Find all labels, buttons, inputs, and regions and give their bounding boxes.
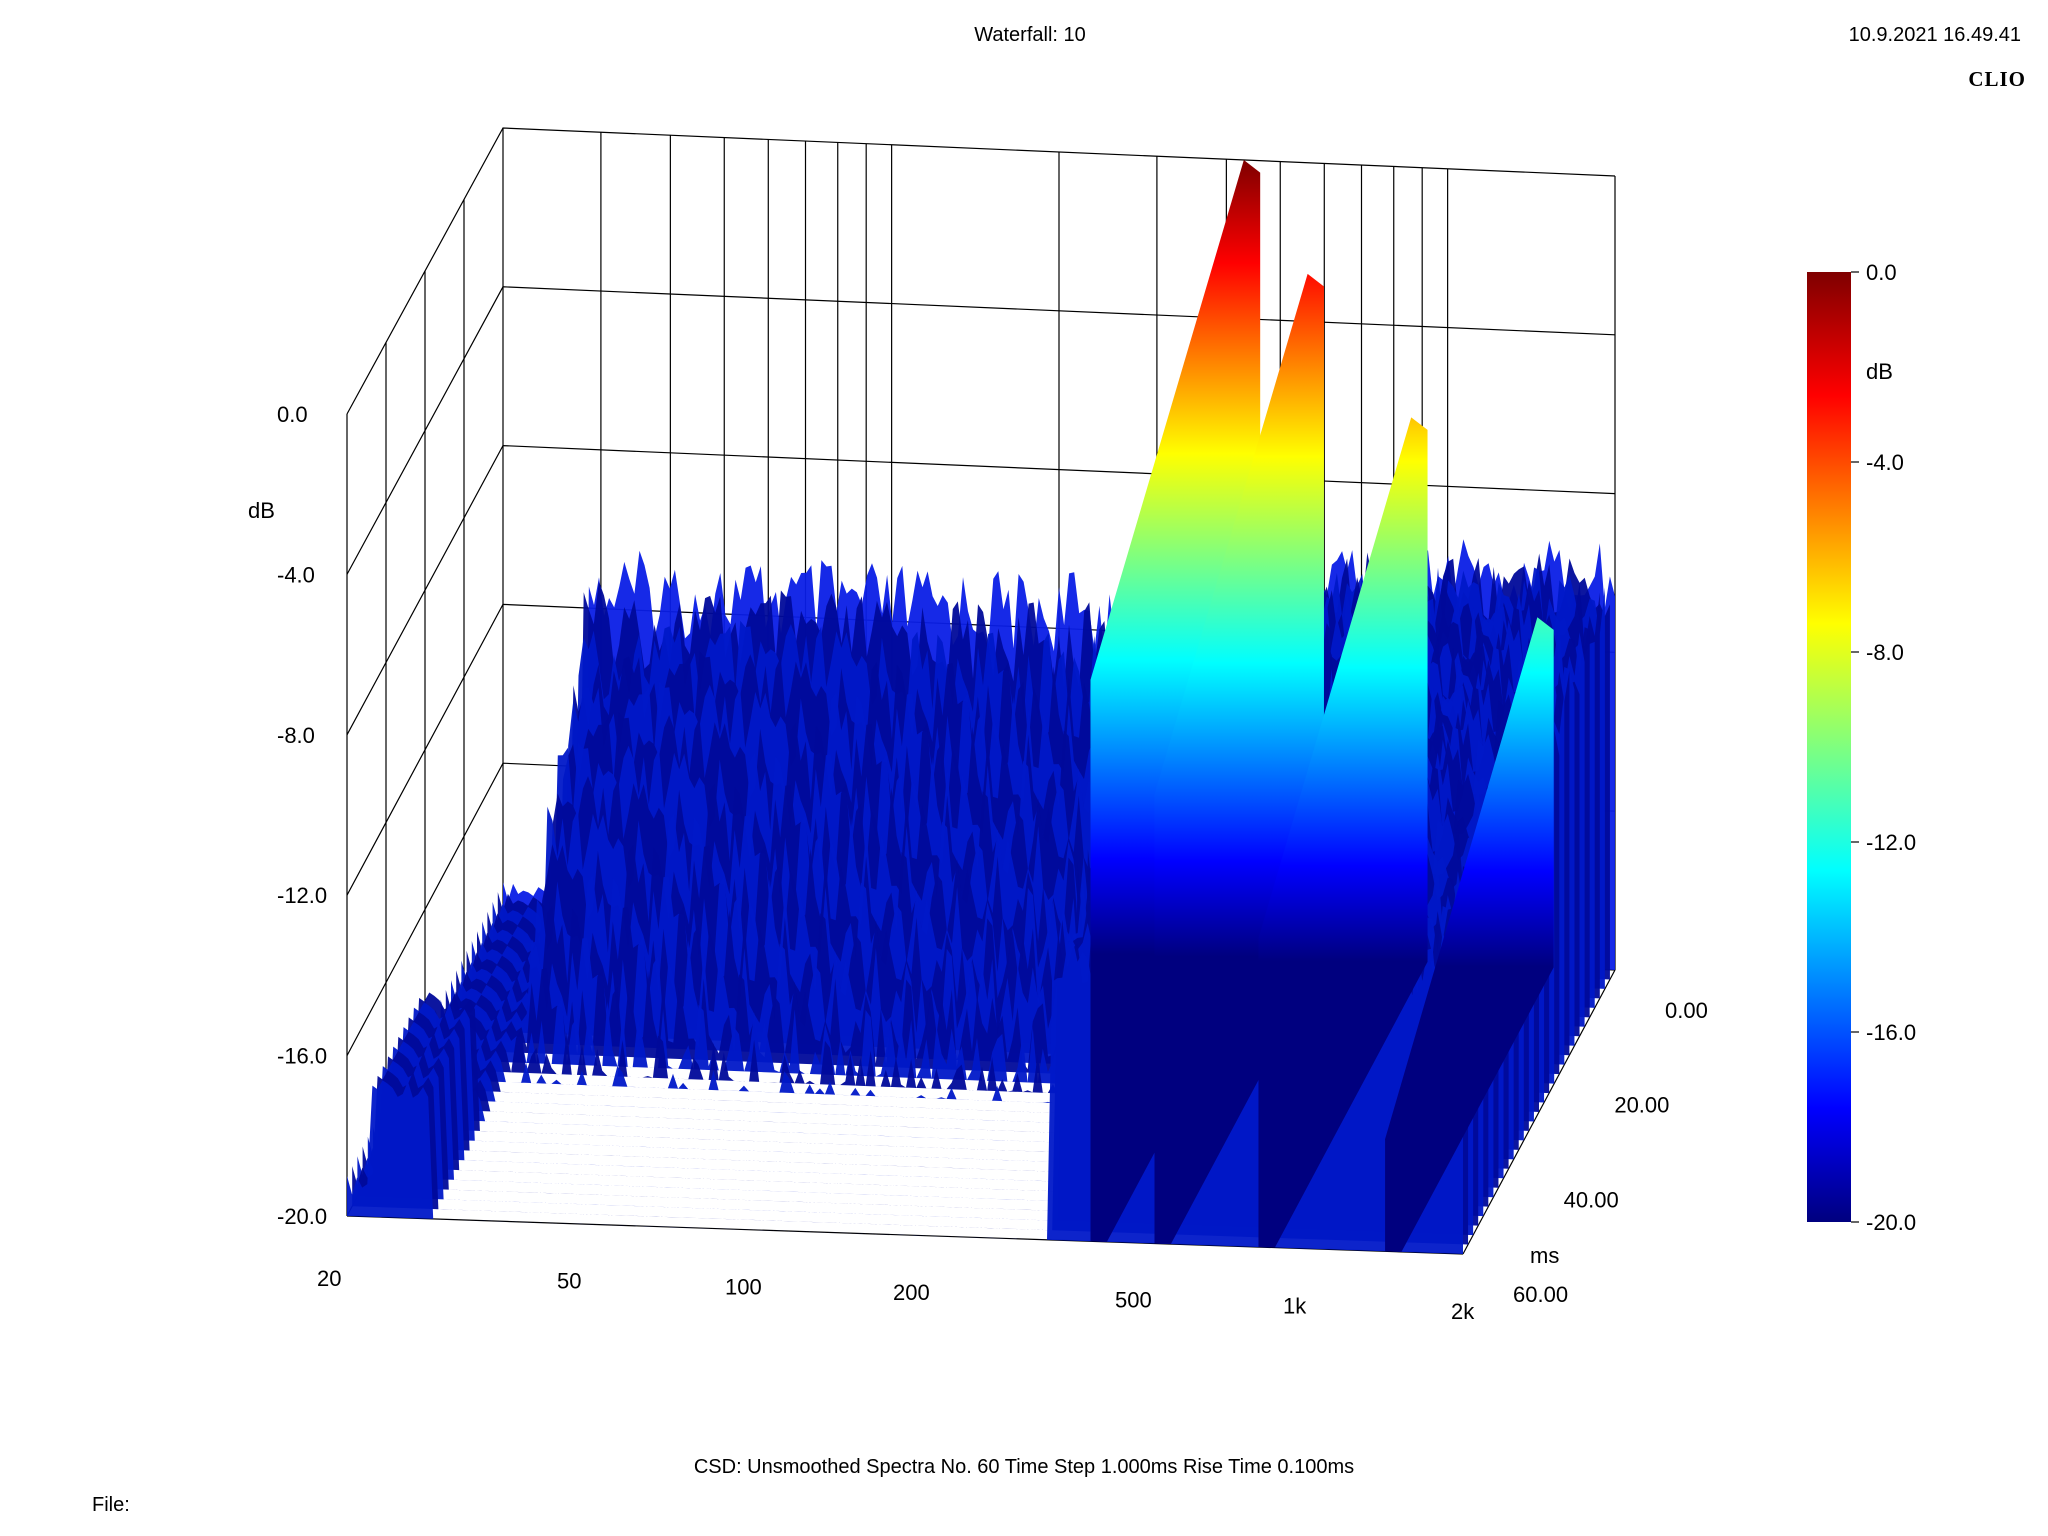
resonance-ridges (1090, 159, 1554, 1252)
y-tick-label: -20.0 (277, 1204, 327, 1229)
brand-logo: CLIO (1968, 67, 2026, 91)
y-tick-label: -16.0 (277, 1044, 327, 1069)
y-tick-label: -8.0 (277, 723, 315, 748)
x-tick-label: 200 (893, 1280, 930, 1305)
y-tick-label: -4.0 (277, 562, 315, 587)
axis-labels: 0.0 -4.0 -8.0 -12.0 -16.0 -20.0 dB 20 50 100 200 50… (248, 402, 1708, 1324)
z-tick-label: 40.00 (1564, 1187, 1619, 1212)
colorbar-tick-label: 0.0 (1866, 260, 1897, 285)
y-tick-label: 0.0 (277, 402, 308, 427)
resonance-ridge (1258, 417, 1428, 1248)
colorbar-tick-label: -12.0 (1866, 830, 1916, 855)
x-tick-label: 50 (557, 1269, 581, 1294)
status-line: CSD: Unsmoothed Spectra No. 60 Time Step… (693, 1456, 1355, 1478)
colorbar-gradient (1807, 272, 1851, 1222)
y-axis-label: dB (248, 498, 275, 523)
z-tick-label: 60.00 (1513, 1282, 1568, 1307)
resonance-ridge (1385, 617, 1554, 1252)
z-tick-label: 20.00 (1614, 1093, 1669, 1118)
file-label: File: (92, 1494, 130, 1516)
colorbar-tick-label: -16.0 (1866, 1020, 1916, 1045)
chart-title: Waterfall: 10 (974, 24, 1086, 46)
x-tick-label: 100 (725, 1274, 762, 1299)
z-tick-label: 0.00 (1665, 998, 1708, 1023)
x-tick-label: 20 (317, 1266, 341, 1291)
x-tick-label: 1k (1283, 1293, 1307, 1318)
colorbar-tick-label: -4.0 (1866, 450, 1904, 475)
colorbar-tick-label: -20.0 (1866, 1210, 1916, 1235)
x-tick-label: 2k (1451, 1299, 1475, 1324)
colorbar-tick-label: -8.0 (1866, 640, 1904, 665)
z-axis-label: ms (1530, 1243, 1559, 1268)
colorbar-label: dB (1866, 359, 1893, 384)
y-tick-label: -12.0 (277, 883, 327, 908)
x-tick-label: 500 (1115, 1288, 1152, 1313)
timestamp: 10.9.2021 16.49.41 (1848, 24, 2021, 46)
